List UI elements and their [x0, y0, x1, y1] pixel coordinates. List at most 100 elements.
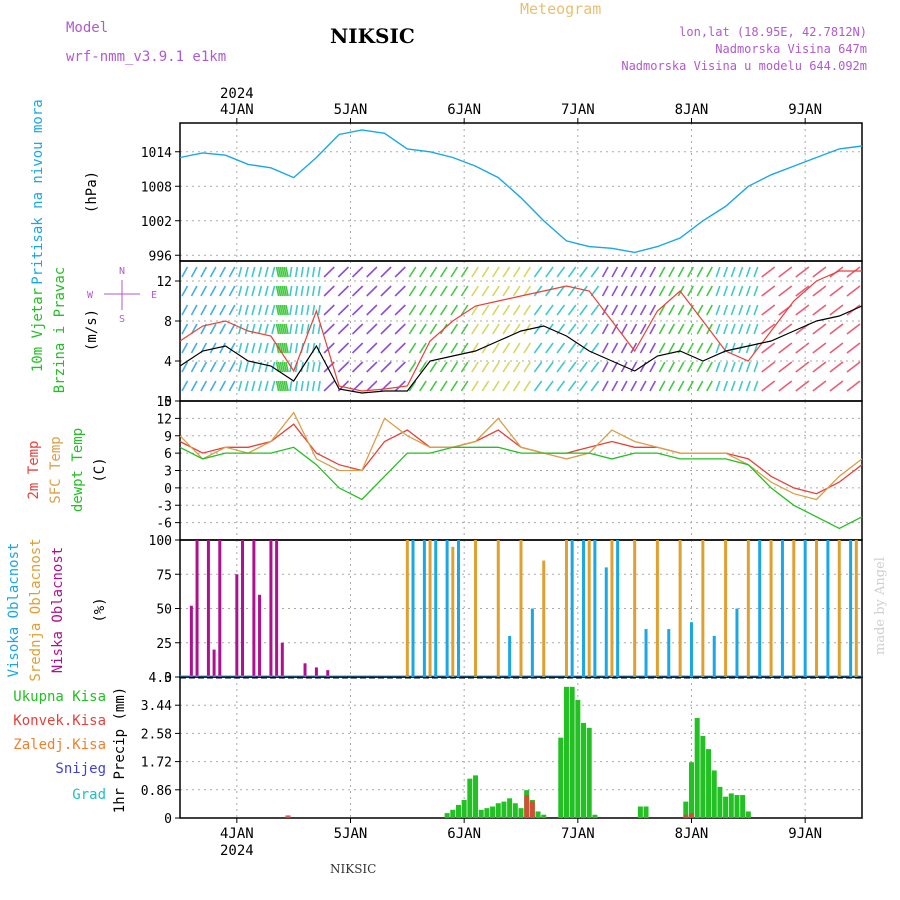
wind-barb — [812, 266, 827, 278]
precip-bar — [467, 778, 473, 818]
precip-bar — [285, 815, 291, 818]
wind-barb — [317, 323, 321, 335]
y-tick-label: 2.58 — [141, 727, 172, 742]
precip-bar — [581, 722, 587, 818]
wind-barb — [715, 380, 721, 392]
wind-barb — [630, 285, 638, 297]
wind-barb — [251, 361, 256, 373]
y-tick-label: 996 — [149, 249, 172, 264]
wind-barb — [481, 361, 490, 373]
wind-barb — [281, 342, 286, 354]
panel-frame-precip — [179, 676, 863, 819]
wind-barb — [556, 285, 566, 297]
precip-bar — [643, 806, 649, 818]
wind-axis-label: 10m Vjetar — [30, 288, 46, 372]
wind-barb — [450, 342, 459, 354]
cloud-bar — [724, 540, 728, 677]
wind-barb — [738, 266, 744, 278]
wind-barb — [311, 361, 316, 373]
wind-barb — [829, 342, 844, 354]
wind-barb — [523, 323, 532, 335]
wind-barb — [812, 304, 827, 316]
wind-barb — [244, 304, 249, 316]
cloud-units: (%) — [92, 597, 108, 622]
wind-barb — [649, 304, 657, 316]
wind-barb — [219, 380, 227, 392]
wind-barb — [533, 323, 543, 335]
wind-barb — [556, 266, 566, 278]
cloud-bar — [530, 608, 534, 677]
wind-barb — [408, 361, 417, 373]
wind-barb — [668, 380, 676, 392]
wind-barb — [311, 266, 316, 278]
cloud-bar — [456, 540, 460, 677]
wind-barb — [294, 304, 299, 316]
wind-barb — [419, 380, 427, 392]
wind-barb — [639, 266, 647, 278]
wind-barb — [264, 266, 269, 278]
precip-bar — [575, 699, 581, 818]
wind-barb — [351, 266, 364, 278]
wind-barb — [394, 361, 406, 373]
wind-barb — [238, 323, 243, 335]
precip-bar — [529, 801, 535, 818]
y-tick-label: 1014 — [141, 146, 172, 161]
wind-barb — [283, 266, 287, 278]
wind-barb — [275, 285, 280, 297]
cloud-bar — [837, 540, 841, 677]
wind-barb — [300, 380, 304, 392]
wind-barb — [271, 323, 276, 335]
wind-barb — [658, 342, 666, 354]
wind-barb — [200, 285, 208, 297]
precip-legend-1: Konvek.Kisa — [13, 713, 106, 729]
wind-barb — [471, 266, 479, 278]
wind-barb — [271, 285, 276, 297]
wind-barb — [264, 323, 269, 335]
top-axis-year: 2024 — [220, 86, 254, 102]
cloud-bar — [275, 540, 279, 677]
precip-bar — [444, 813, 450, 818]
wind-barb — [294, 266, 299, 278]
cloud-bar — [610, 540, 614, 677]
cloud-bar — [667, 629, 671, 677]
cloud-bar — [241, 540, 245, 677]
wind-barb — [289, 380, 293, 392]
wind-barb — [394, 323, 406, 335]
precip-bar — [524, 795, 530, 818]
wind-barb — [715, 323, 721, 335]
wind-barb — [533, 342, 543, 354]
wind-barb — [846, 342, 861, 354]
wind-barb — [408, 323, 417, 335]
cloud-bar — [616, 540, 620, 677]
wind-barb — [281, 266, 286, 278]
wind-barb — [795, 361, 810, 373]
wind-barb — [181, 380, 189, 392]
wind-barb — [460, 380, 469, 392]
cloud-bar — [428, 540, 432, 677]
wind-barb — [745, 323, 751, 335]
precip-bar — [518, 808, 524, 818]
wind-barb — [512, 285, 521, 297]
wind-barb — [523, 380, 532, 392]
wind-barb — [829, 285, 844, 297]
bottom-axis-label: 4JAN — [220, 826, 254, 842]
cloud-bar — [496, 540, 500, 677]
wind-barb — [649, 323, 657, 335]
wind-barb — [251, 266, 256, 278]
wind-barb — [439, 304, 448, 316]
wind-barb — [285, 361, 289, 373]
wind-barb — [238, 285, 243, 297]
precip-bar — [734, 795, 740, 818]
wind-barb — [394, 342, 406, 354]
wind-barb — [190, 380, 198, 392]
wind-barb — [450, 323, 459, 335]
wind-barb — [639, 323, 647, 335]
wind-barb — [257, 285, 263, 297]
wind-barb — [715, 361, 721, 373]
wind-barb — [545, 361, 554, 373]
wind-barb — [723, 304, 729, 316]
wind-barb — [277, 380, 282, 392]
precip-bar — [558, 737, 564, 818]
wind-barb — [687, 323, 694, 335]
precip-bar — [512, 803, 518, 818]
